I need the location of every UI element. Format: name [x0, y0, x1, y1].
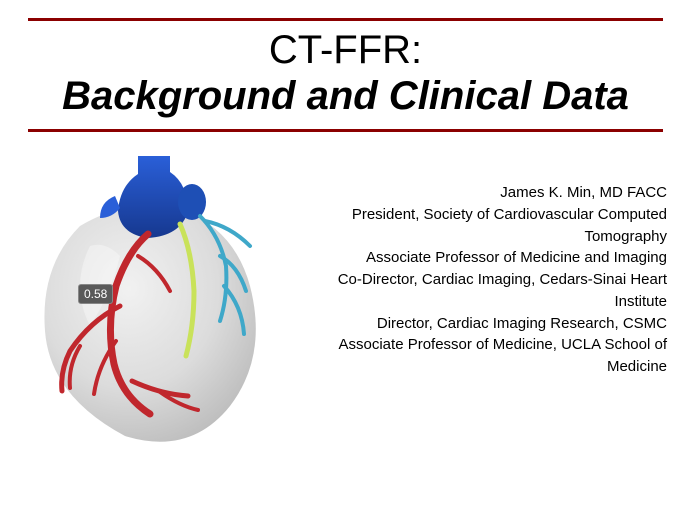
credit-line: Associate Professor of Medicine and Imag… [290, 247, 667, 269]
ffr-value-badge: 0.58 [78, 284, 113, 304]
heart-body [44, 206, 255, 442]
aorta [118, 156, 188, 238]
slide: CT-FFR: Background and Clinical Data [0, 0, 691, 532]
title-block: CT-FFR: Background and Clinical Data [28, 18, 663, 132]
credit-line: Co-Director, Cardiac Imaging, Cedars-Sin… [290, 269, 667, 313]
heart-figure: 0.58 [20, 156, 280, 456]
credit-line: James K. Min, MD FACC [290, 182, 667, 204]
title-line-2: Background and Clinical Data [28, 73, 663, 119]
credit-line: Associate Professor of Medicine, UCLA Sc… [290, 334, 667, 378]
title-line-1: CT-FFR: [28, 27, 663, 73]
aorta-branch [178, 184, 206, 220]
credit-line: Director, Cardiac Imaging Research, CSMC [290, 313, 667, 335]
author-credits: James K. Min, MD FACC President, Society… [290, 156, 671, 378]
credit-line: President, Society of Cardiovascular Com… [290, 204, 667, 248]
heart-model-icon [20, 156, 280, 456]
content-row: 0.58 James K. Min, MD FACC President, So… [20, 150, 671, 456]
